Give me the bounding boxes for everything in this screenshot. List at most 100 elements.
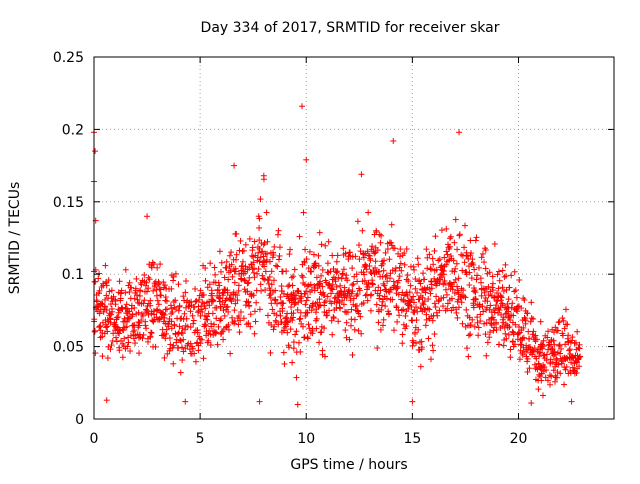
data-point xyxy=(462,222,469,229)
data-point xyxy=(332,278,339,285)
data-point xyxy=(358,330,365,337)
data-point xyxy=(459,267,466,274)
data-point xyxy=(122,304,129,311)
data-point xyxy=(168,285,175,292)
data-point xyxy=(130,322,137,329)
data-point xyxy=(202,265,209,272)
data-point xyxy=(142,318,149,325)
data-point xyxy=(103,397,110,404)
data-point xyxy=(289,317,296,324)
data-point xyxy=(443,261,450,268)
data-point xyxy=(229,314,236,321)
data-point xyxy=(306,248,313,255)
data-point xyxy=(160,310,167,317)
data-point xyxy=(207,331,214,338)
data-point xyxy=(427,356,434,363)
data-point xyxy=(360,299,367,306)
data-point xyxy=(249,244,256,251)
data-point xyxy=(401,250,408,257)
data-point xyxy=(223,265,230,272)
data-point xyxy=(381,257,388,264)
data-point xyxy=(98,300,105,307)
data-point xyxy=(443,291,450,298)
data-point xyxy=(380,316,387,323)
data-point xyxy=(307,268,314,275)
data-point xyxy=(267,294,274,301)
data-point xyxy=(268,321,275,328)
data-point xyxy=(531,345,538,352)
data-point xyxy=(268,300,275,307)
data-point xyxy=(194,329,201,336)
data-point xyxy=(530,328,537,335)
data-point xyxy=(96,287,103,294)
data-point xyxy=(444,300,451,307)
data-point xyxy=(237,309,244,316)
data-point xyxy=(235,282,242,289)
data-point xyxy=(429,255,436,262)
data-point xyxy=(225,326,232,333)
data-point xyxy=(400,306,407,313)
data-point xyxy=(543,366,550,373)
data-point xyxy=(369,281,376,288)
data-point xyxy=(469,316,476,323)
data-point xyxy=(562,341,569,348)
data-point xyxy=(422,322,429,329)
data-point xyxy=(329,281,336,288)
data-point xyxy=(276,252,283,259)
data-point xyxy=(270,326,277,333)
data-point xyxy=(511,341,518,348)
data-point xyxy=(356,256,363,263)
data-point xyxy=(215,323,222,330)
data-point xyxy=(284,318,291,325)
data-point xyxy=(290,345,297,352)
data-point xyxy=(275,256,282,263)
data-point xyxy=(150,287,157,294)
data-point xyxy=(496,341,503,348)
data-point xyxy=(351,316,358,323)
data-point xyxy=(183,304,190,311)
data-point xyxy=(264,250,271,257)
data-point xyxy=(182,289,189,296)
data-point xyxy=(168,305,175,312)
data-point xyxy=(319,283,326,290)
data-point xyxy=(106,288,113,295)
data-point xyxy=(347,322,354,329)
data-point xyxy=(218,315,225,322)
data-point xyxy=(237,237,244,244)
data-point xyxy=(349,288,356,295)
x-tick-label: 20 xyxy=(510,431,528,447)
data-point xyxy=(198,336,205,343)
data-point xyxy=(218,259,225,266)
data-point xyxy=(520,334,527,341)
data-point xyxy=(101,303,108,310)
data-point xyxy=(534,336,541,343)
data-point xyxy=(318,329,325,336)
data-point xyxy=(458,299,465,306)
data-point xyxy=(490,327,497,334)
data-point xyxy=(402,312,409,319)
data-point xyxy=(379,260,386,267)
data-point xyxy=(197,340,204,347)
data-point xyxy=(431,331,438,338)
data-point xyxy=(478,279,485,286)
data-point xyxy=(547,381,554,388)
data-point xyxy=(528,400,535,407)
data-point xyxy=(507,354,514,361)
data-point xyxy=(385,311,392,318)
data-point xyxy=(221,312,228,319)
data-point xyxy=(285,344,292,351)
data-point xyxy=(288,304,295,311)
data-point xyxy=(128,305,135,312)
data-point xyxy=(326,307,333,314)
data-point xyxy=(479,250,486,257)
data-point xyxy=(463,306,470,313)
data-point xyxy=(200,291,207,298)
data-point xyxy=(467,237,474,244)
data-point xyxy=(304,309,311,316)
data-point xyxy=(260,172,267,179)
data-point xyxy=(441,254,448,261)
data-point xyxy=(291,296,298,303)
data-point xyxy=(235,313,242,320)
data-point xyxy=(364,297,371,304)
data-point xyxy=(161,311,168,318)
